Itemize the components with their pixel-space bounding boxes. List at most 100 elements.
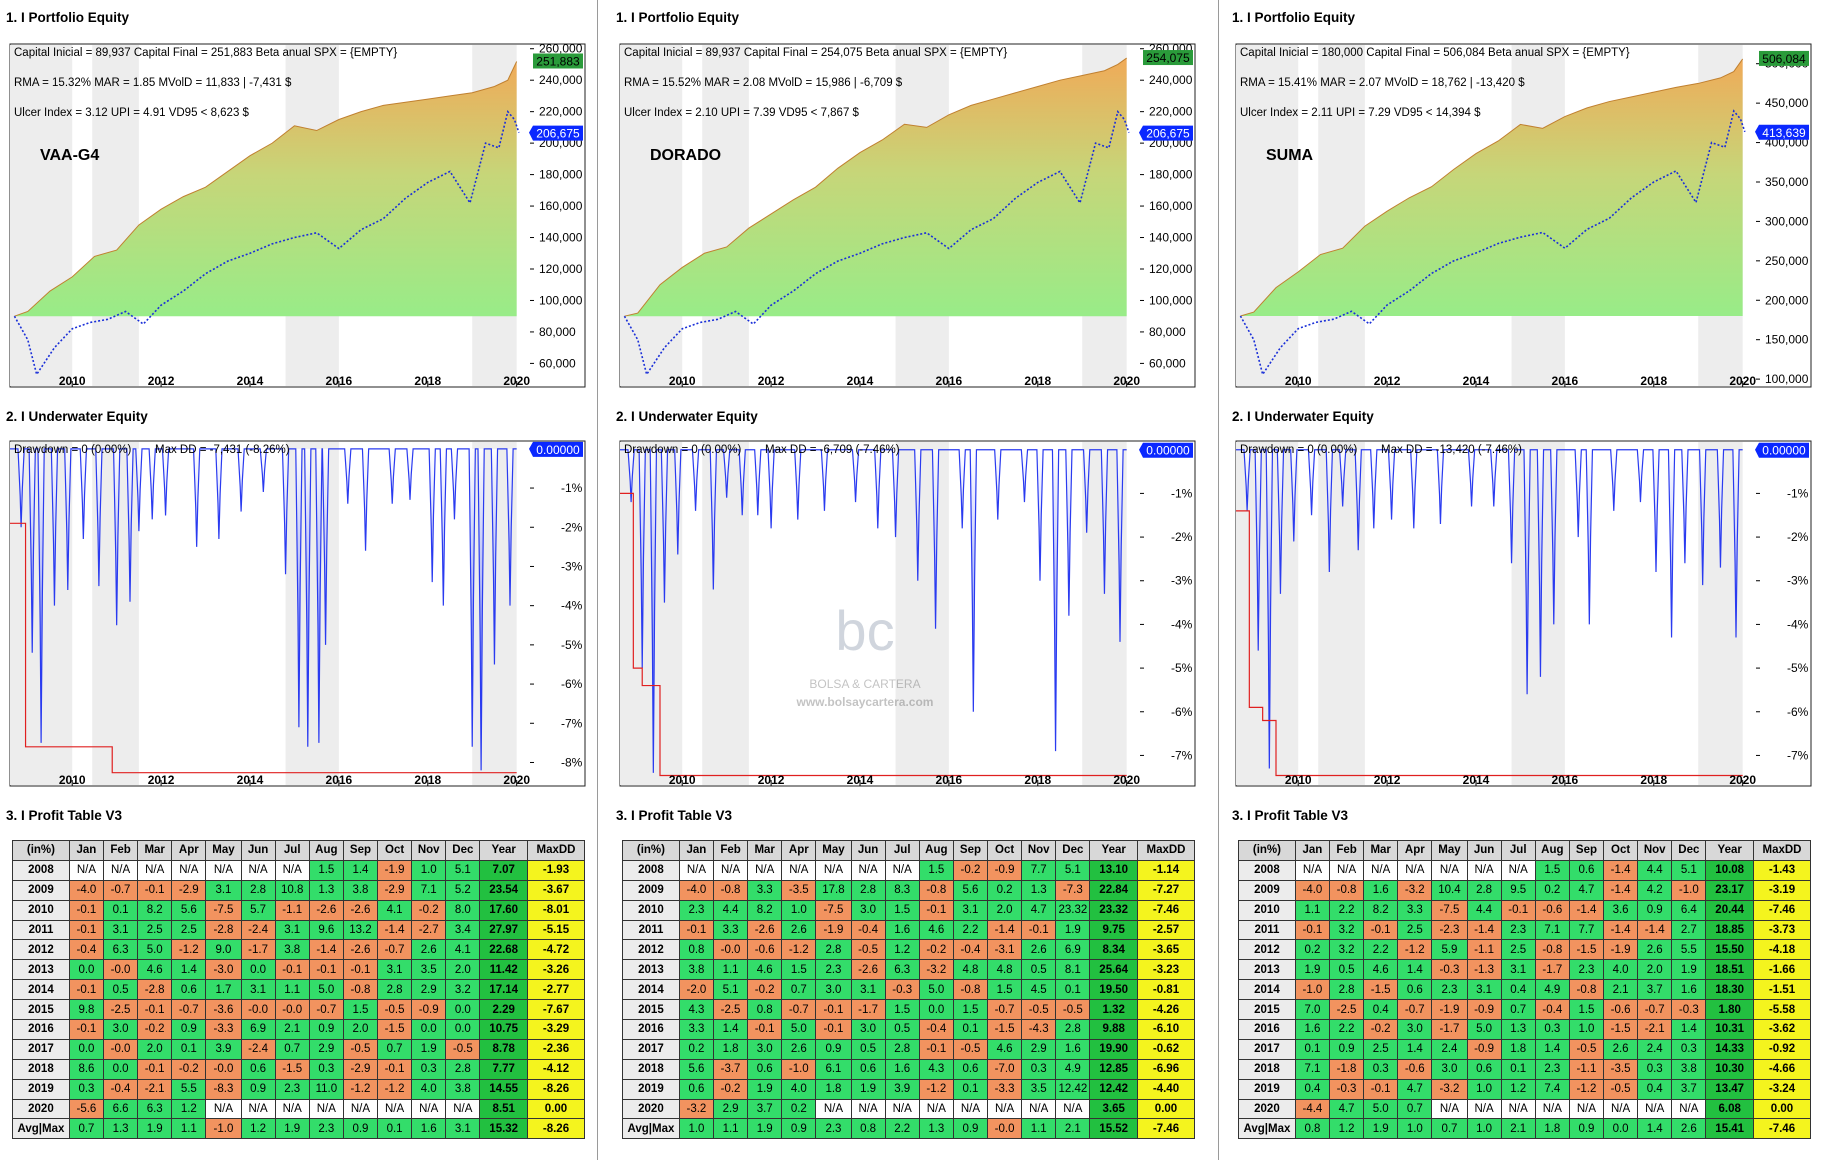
- y-tick-label: 220,000: [1149, 105, 1193, 119]
- x-tick-label: 2018: [414, 374, 441, 388]
- month-return-cell: 3.2: [1328, 919, 1365, 941]
- drawdown-line: [10, 448, 517, 771]
- month-return-cell: -0.9: [987, 859, 1023, 881]
- y-tick-label: 220,000: [539, 105, 583, 119]
- month-return-cell: -0.7: [1637, 999, 1673, 1021]
- watermark-logo: bc: [835, 599, 894, 662]
- month-return-cell: 0.9: [781, 1118, 817, 1140]
- table-row: 2009 -4.0 -0.8 1.6 -3.2 10.4 2.8 9.5 0.2 4.7 -1.4 4…: [1238, 879, 1812, 901]
- row-year-cell: 2011: [12, 919, 70, 941]
- month-return-cell: N/A: [445, 1098, 481, 1120]
- max-dd-cell: -3.73: [1752, 919, 1812, 941]
- table-row: 2012 -0.4 6.3 5.0 -1.2 9.0 -1.7 3.8 -1.4 -2.6 -0.7…: [12, 939, 586, 961]
- month-return-cell: 0.2: [1294, 939, 1331, 961]
- table-row: Avg|Max 0.8 1.2 1.9 1.0 0.7 1.0 2.1 1.8 0.9 0.0 1.4…: [1238, 1118, 1812, 1140]
- month-return-cell: 2.8: [240, 879, 276, 901]
- y-tick-label: 120,000: [1149, 262, 1193, 276]
- month-return-cell: 2.0: [987, 899, 1023, 921]
- month-return-cell: 1.8: [815, 1078, 852, 1100]
- table-row: 2015 9.8 -2.5 -0.1 -0.7 -3.6 -0.0 -0.0 -0.7 1.5 -0…: [12, 999, 586, 1021]
- y-tick-label: 80,000: [539, 325, 576, 339]
- x-tick-label: 2010: [59, 374, 86, 388]
- month-return-cell: 2.5: [1363, 1038, 1399, 1060]
- table-row: 2016 1.6 2.2 -0.2 3.0 -1.7 5.0 1.3 0.3 1.0 -1.5 -2.…: [1238, 1019, 1812, 1040]
- x-tick-label: 2010: [1285, 374, 1312, 388]
- month-return-cell: -0.7: [171, 999, 207, 1021]
- month-return-cell: 0.0: [102, 1058, 139, 1080]
- table-header: Mar: [137, 840, 173, 861]
- table-header: Oct: [1603, 840, 1639, 861]
- month-return-cell: -2.6: [342, 939, 379, 961]
- month-return-cell: -0.9: [411, 999, 447, 1021]
- month-return-cell: 2.6: [1021, 939, 1057, 961]
- month-return-cell: 2.4: [1637, 1038, 1673, 1060]
- month-return-cell: -1.4: [1603, 859, 1639, 881]
- month-return-cell: 0.5: [850, 1038, 886, 1060]
- table-header: Jul: [274, 840, 310, 861]
- x-tick-label: 2020: [1729, 773, 1756, 787]
- month-return-cell: -1.4: [377, 919, 413, 941]
- row-year-cell: 2018: [1238, 1058, 1296, 1080]
- month-return-cell: 3.1: [102, 919, 139, 941]
- month-return-cell: 0.1: [952, 1078, 989, 1100]
- month-return-cell: 7.7: [1568, 919, 1605, 941]
- month-return-cell: N/A: [1671, 1098, 1707, 1120]
- equity-last-value-tag: [1759, 50, 1809, 66]
- month-return-cell: -0.1: [308, 959, 344, 981]
- month-return-cell: 1.9: [850, 1078, 886, 1100]
- shaded-period-band: [620, 45, 683, 386]
- month-return-cell: 3.3: [747, 879, 783, 901]
- table-header: Apr: [1397, 840, 1433, 861]
- month-return-cell: 3.1: [952, 899, 989, 921]
- profit-table: (in%) Jan Feb Mar Apr May Jun Jul Aug Sep Oct Nov De…: [12, 840, 586, 1140]
- month-return-cell: 0.6: [1397, 979, 1433, 1001]
- strategy-name: SUMA: [1266, 147, 1314, 164]
- max-dd-cell: -3.26: [526, 959, 586, 981]
- drawdown-last-value-tag: [529, 441, 583, 457]
- stats-line-2: RMA = 15.41% MAR = 2.07 MVolD = 18,762 |…: [1240, 77, 1525, 89]
- month-return-cell: 1.0: [678, 1118, 715, 1140]
- month-return-cell: N/A: [377, 1098, 413, 1120]
- month-return-cell: 1.6: [1363, 879, 1399, 901]
- y-tick-label: -4%: [561, 599, 583, 613]
- month-return-cell: 8.2: [747, 899, 783, 921]
- month-return-cell: -0.8: [1534, 939, 1570, 961]
- row-year-cell: 2016: [12, 1019, 70, 1040]
- table-header: Dec: [445, 840, 481, 861]
- month-return-cell: 0.9: [815, 1038, 852, 1060]
- month-return-cell: -0.7: [102, 879, 139, 901]
- month-return-cell: 2.8: [377, 979, 413, 1001]
- y-tick-label: 150,000: [1765, 333, 1809, 347]
- y-tick-label: -5%: [1171, 661, 1193, 675]
- month-return-cell: 0.9: [240, 1078, 276, 1100]
- month-return-cell: 5.6: [678, 1058, 715, 1080]
- month-return-cell: 2.1: [1500, 1118, 1536, 1140]
- equity-area: [624, 58, 1127, 317]
- month-return-cell: -0.1: [137, 999, 173, 1021]
- y-tick-label: -1%: [1787, 486, 1809, 500]
- month-return-cell: -0.0: [712, 939, 749, 961]
- row-year-cell: 2010: [12, 899, 70, 921]
- month-return-cell: 1.4: [342, 859, 379, 881]
- month-return-cell: 1.3: [1500, 1019, 1536, 1040]
- year-return-cell: 13.47: [1705, 1078, 1754, 1100]
- row-year-cell: 2020: [12, 1098, 70, 1120]
- month-return-cell: -3.2: [1431, 1078, 1468, 1100]
- y-tick-label: -5%: [1787, 661, 1809, 675]
- month-return-cell: 3.5: [1021, 1078, 1057, 1100]
- month-return-cell: 0.7: [377, 1038, 413, 1060]
- benchmark-last-value: 206,675: [536, 127, 580, 141]
- x-tick-label: 2014: [237, 374, 264, 388]
- month-return-cell: -3.2: [1397, 879, 1433, 901]
- month-return-cell: 7.1: [1534, 919, 1570, 941]
- max-dd-cell: -0.92: [1752, 1038, 1812, 1060]
- max-dd-cell: -7.46: [1752, 899, 1812, 921]
- month-return-cell: 0.9: [342, 1118, 379, 1140]
- max-dd-cell: -7.46: [1752, 1118, 1812, 1140]
- month-return-cell: 0.1: [171, 1038, 207, 1060]
- y-tick-label: 100,000: [539, 293, 583, 307]
- month-return-cell: 0.7: [1397, 1098, 1433, 1120]
- table-header: MaxDD: [1752, 840, 1812, 861]
- month-return-cell: 1.9: [1671, 959, 1707, 981]
- max-dd-cell: -0.81: [1136, 979, 1196, 1001]
